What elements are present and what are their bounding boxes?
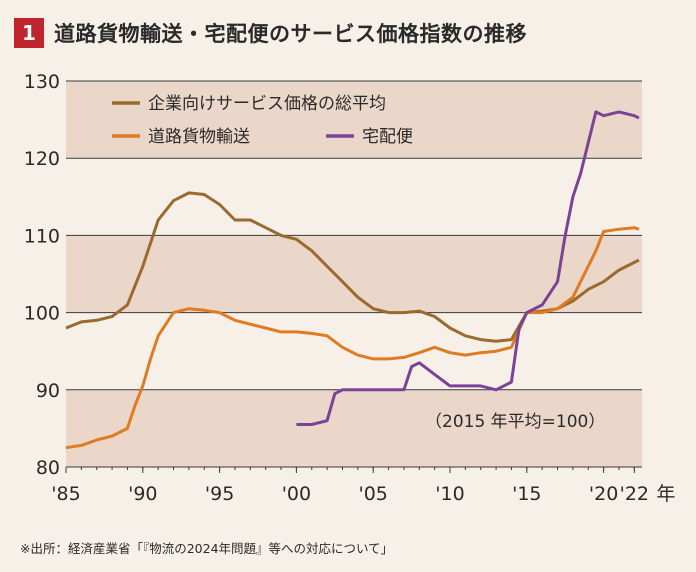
chart-annotation: （2015 年平均=100） [425, 412, 605, 432]
x-unit-label: 年 [656, 483, 675, 505]
legend-label: 企業向けサービス価格の総平均 [148, 94, 386, 114]
source-note: ※出所：経済産業省「『物流の2024年問題』等への対応について」 [20, 541, 394, 556]
x-tick-label: '05 [358, 483, 387, 505]
y-tick-label: 90 [36, 380, 60, 402]
x-tick-label: '15 [512, 483, 541, 505]
legend-label: 宅配便 [362, 127, 413, 147]
x-tick-label: '20 [589, 483, 618, 505]
line-chart: 80 90 100 110 120 130 '85 '90 '95 '00 '05 '10 '15 '20… [24, 71, 676, 505]
y-tick-label: 80 [36, 457, 60, 479]
plot-band [66, 389, 642, 467]
y-tick-label: 120 [24, 148, 60, 170]
y-tick-label: 110 [24, 225, 60, 247]
chart-title: 道路貨物輸送・宅配便のサービス価格指数の推移 [54, 22, 527, 46]
series-line-2 [65, 226, 640, 450]
x-tick-label: '85 [51, 483, 80, 505]
x-tick-label: '10 [435, 483, 464, 505]
x-tick-label: '00 [282, 483, 311, 505]
y-tick-label: 100 [24, 303, 60, 325]
figure-header: 1 道路貨物輸送・宅配便のサービス価格指数の推移 [14, 16, 527, 50]
series-line-3 [296, 110, 640, 426]
figure-number-badge: 1 [14, 18, 44, 48]
plot-band [66, 235, 642, 313]
legend-label: 道路貨物輸送 [148, 127, 250, 147]
x-tick-label: '95 [205, 483, 234, 505]
x-tick-label: '22 [620, 483, 649, 505]
y-tick-label: 130 [24, 71, 60, 93]
plot-band [66, 81, 642, 159]
x-tick-label: '90 [128, 483, 157, 505]
